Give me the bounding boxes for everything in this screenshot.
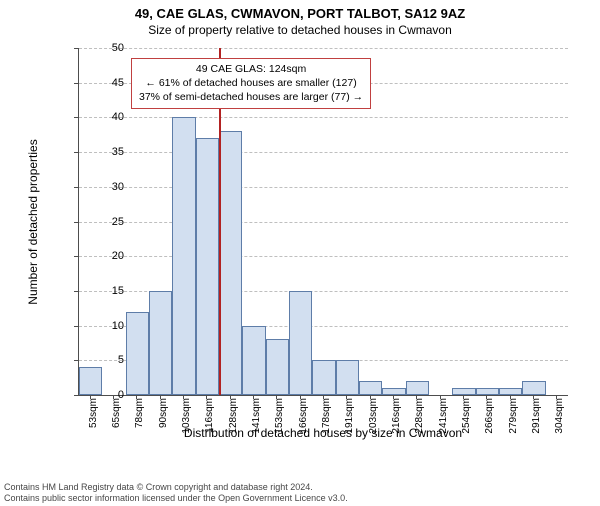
- histogram-bar: [196, 138, 219, 395]
- page-title-address: 49, CAE GLAS, CWMAVON, PORT TALBOT, SA12…: [0, 6, 600, 21]
- ytick-label: 5: [94, 354, 124, 366]
- footer-line-1: Contains HM Land Registry data © Crown c…: [4, 482, 348, 493]
- xtick-label: 65sqm: [111, 398, 122, 448]
- xtick-label: 90sqm: [158, 398, 169, 448]
- annotation-line: ← 61% of detached houses are smaller (12…: [139, 76, 363, 90]
- xtick-mark: [206, 395, 207, 399]
- ytick-label: 30: [94, 181, 124, 193]
- xtick-label: 153sqm: [274, 398, 285, 448]
- footer-line-2: Contains public sector information licen…: [4, 493, 348, 504]
- ytick-mark: [74, 222, 78, 223]
- ytick-mark: [74, 187, 78, 188]
- histogram-bar: [242, 326, 265, 395]
- ytick-mark: [74, 152, 78, 153]
- ytick-mark: [74, 395, 78, 396]
- xtick-mark: [300, 395, 301, 399]
- xtick-label: 279sqm: [508, 398, 519, 448]
- xtick-label: 141sqm: [251, 398, 262, 448]
- ytick-label: 45: [94, 77, 124, 89]
- ytick-label: 10: [94, 320, 124, 332]
- xtick-mark: [416, 395, 417, 399]
- histogram-chart: Number of detached properties 49 CAE GLA…: [40, 48, 580, 426]
- plot-area: 49 CAE GLAS: 124sqm← 61% of detached hou…: [78, 48, 568, 396]
- ytick-mark: [74, 117, 78, 118]
- ytick-mark: [74, 256, 78, 257]
- xtick-label: 53sqm: [88, 398, 99, 448]
- histogram-bar: [289, 291, 312, 395]
- histogram-bar: [126, 312, 149, 395]
- xtick-label: 191sqm: [344, 398, 355, 448]
- histogram-bar: [452, 388, 475, 395]
- xtick-label: 78sqm: [134, 398, 145, 448]
- ytick-mark: [74, 360, 78, 361]
- annotation-line: 49 CAE GLAS: 124sqm: [139, 62, 363, 76]
- histogram-bar: [522, 381, 545, 395]
- xtick-label: 216sqm: [391, 398, 402, 448]
- xtick-label: 304sqm: [554, 398, 565, 448]
- xtick-label: 116sqm: [204, 398, 215, 448]
- annotation-box: 49 CAE GLAS: 124sqm← 61% of detached hou…: [131, 58, 371, 109]
- xtick-mark: [533, 395, 534, 399]
- ytick-label: 25: [94, 216, 124, 228]
- histogram-bar: [219, 131, 242, 395]
- xtick-label: 203sqm: [368, 398, 379, 448]
- xtick-mark: [136, 395, 137, 399]
- page-subtitle: Size of property relative to detached ho…: [0, 23, 600, 37]
- ytick-label: 35: [94, 146, 124, 158]
- xtick-mark: [230, 395, 231, 399]
- histogram-bar: [406, 381, 429, 395]
- ytick-label: 15: [94, 285, 124, 297]
- xtick-mark: [253, 395, 254, 399]
- xtick-label: 166sqm: [298, 398, 309, 448]
- histogram-bar: [359, 381, 382, 395]
- xtick-mark: [393, 395, 394, 399]
- x-axis-label: Distribution of detached houses by size …: [78, 426, 568, 440]
- xtick-label: 103sqm: [181, 398, 192, 448]
- xtick-mark: [160, 395, 161, 399]
- histogram-bar: [312, 360, 335, 395]
- footer-attribution: Contains HM Land Registry data © Crown c…: [4, 482, 348, 505]
- ytick-label: 40: [94, 111, 124, 123]
- histogram-bar: [499, 388, 522, 395]
- xtick-mark: [556, 395, 557, 399]
- ytick-label: 50: [94, 42, 124, 54]
- xtick-label: 254sqm: [461, 398, 472, 448]
- xtick-label: 228sqm: [414, 398, 425, 448]
- xtick-mark: [486, 395, 487, 399]
- histogram-bar: [266, 339, 289, 395]
- xtick-mark: [463, 395, 464, 399]
- xtick-label: 241sqm: [438, 398, 449, 448]
- histogram-bar: [336, 360, 359, 395]
- xtick-mark: [370, 395, 371, 399]
- ytick-mark: [74, 291, 78, 292]
- xtick-mark: [510, 395, 511, 399]
- ytick-mark: [74, 48, 78, 49]
- histogram-bar: [476, 388, 499, 395]
- xtick-mark: [90, 395, 91, 399]
- annotation-line: 37% of semi-detached houses are larger (…: [139, 90, 363, 104]
- ytick-mark: [74, 83, 78, 84]
- xtick-mark: [440, 395, 441, 399]
- ytick-label: 20: [94, 250, 124, 262]
- xtick-label: 128sqm: [228, 398, 239, 448]
- xtick-label: 291sqm: [531, 398, 542, 448]
- ytick-mark: [74, 326, 78, 327]
- xtick-mark: [323, 395, 324, 399]
- xtick-label: 178sqm: [321, 398, 332, 448]
- xtick-mark: [276, 395, 277, 399]
- xtick-mark: [346, 395, 347, 399]
- xtick-mark: [183, 395, 184, 399]
- xtick-label: 266sqm: [484, 398, 495, 448]
- y-axis-label: Number of detached properties: [26, 139, 40, 304]
- histogram-bar: [149, 291, 172, 395]
- histogram-bar: [382, 388, 405, 395]
- xtick-mark: [113, 395, 114, 399]
- histogram-bar: [172, 117, 195, 395]
